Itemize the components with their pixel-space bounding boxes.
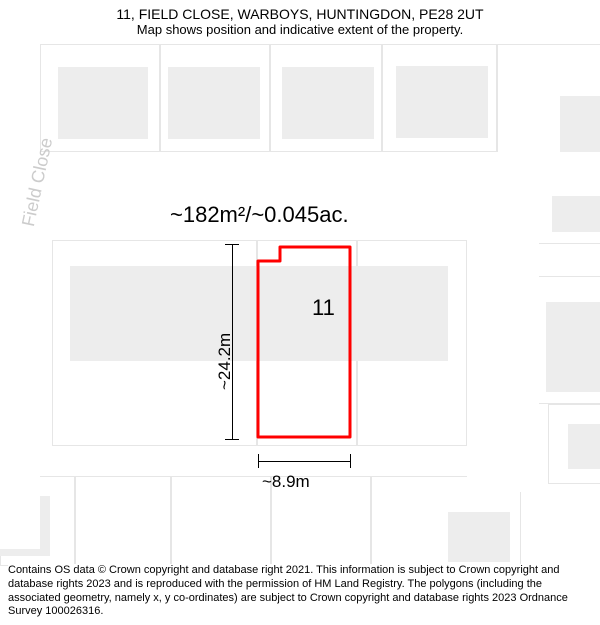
building-footprint <box>282 67 374 139</box>
building-footprint <box>552 196 600 232</box>
map-canvas: Field Close11~182m²/~0.045ac.~24.2m~8.9m <box>0 44 600 549</box>
page-title: 11, FIELD CLOSE, WARBOYS, HUNTINGDON, PE… <box>10 6 590 22</box>
width-measurement-label: ~8.9m <box>262 472 310 492</box>
copyright-footer: Contains OS data © Crown copyright and d… <box>8 564 592 619</box>
building-footprint <box>448 512 510 562</box>
plot-boundary <box>171 476 271 566</box>
height-dim-cap-top <box>225 244 239 245</box>
building-footprint <box>58 67 148 139</box>
property-highlight <box>255 244 353 440</box>
building-footprint <box>168 67 260 139</box>
building-footprint <box>560 96 600 154</box>
area-measurement-label: ~182m²/~0.045ac. <box>170 202 349 228</box>
header: 11, FIELD CLOSE, WARBOYS, HUNTINGDON, PE… <box>0 0 600 39</box>
building-footprint <box>546 302 600 392</box>
building-footprint <box>396 66 488 138</box>
width-dim-line <box>258 461 350 462</box>
building-footprint <box>568 424 600 469</box>
plot-boundary <box>75 476 171 566</box>
house-number-label: 11 <box>312 295 335 321</box>
height-measurement-label: ~24.2m <box>215 333 235 390</box>
height-dim-cap-bottom <box>225 439 239 440</box>
page-subtitle: Map shows position and indicative extent… <box>10 22 590 37</box>
width-dim-cap-right <box>350 454 351 468</box>
road <box>0 152 600 192</box>
width-dim-cap-left <box>258 454 259 468</box>
